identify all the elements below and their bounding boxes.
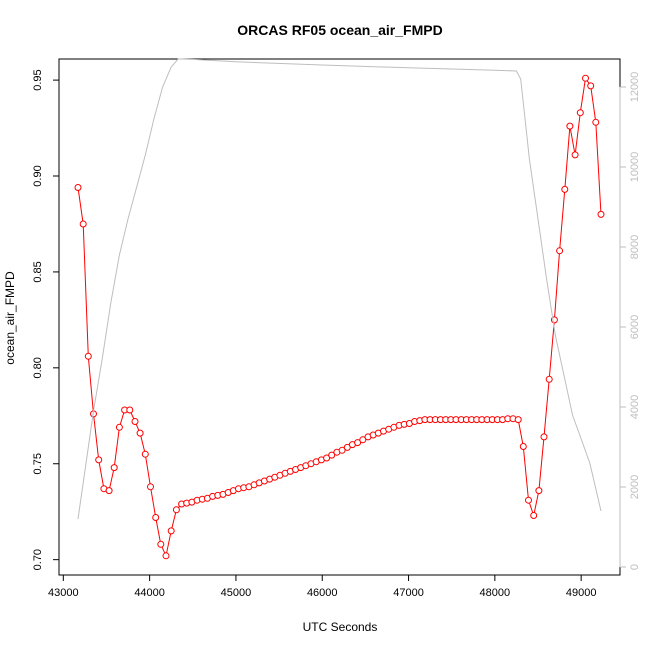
- data-point: [84, 352, 92, 360]
- data-point: [535, 487, 543, 495]
- y-axis-right: 0 2000 4000 6000 8000 10000 12000: [619, 72, 641, 570]
- y2-tick-label: 8000: [629, 235, 641, 259]
- data-point: [136, 429, 144, 437]
- y-axis-left: 0.70 0.75 0.80 0.85 0.90 0.95: [32, 69, 60, 570]
- data-point: [597, 210, 605, 218]
- data-point: [354, 439, 362, 447]
- data-point: [95, 456, 103, 464]
- y2-tick-label: 6000: [629, 315, 641, 339]
- plot-frame: [58, 58, 621, 576]
- data-point: [79, 220, 87, 228]
- data-point: [328, 451, 336, 459]
- y-tick-label: 0.75: [32, 453, 44, 474]
- x-tick-label: 48000: [480, 587, 511, 599]
- data-point: [514, 416, 522, 424]
- y-tick-label: 0.70: [32, 549, 44, 570]
- data-point: [566, 122, 574, 130]
- data-point: [582, 74, 589, 82]
- x-tick-label: 44000: [134, 587, 165, 599]
- data-point: [576, 109, 584, 117]
- data-point: [157, 540, 165, 548]
- data-point: [323, 454, 331, 462]
- data-point: [110, 464, 118, 472]
- data-point: [561, 185, 569, 193]
- y2-tick-label: 4000: [629, 395, 641, 419]
- data-point: [115, 423, 123, 431]
- y2-tick-label: 2000: [629, 475, 641, 499]
- y2-tick-label: 12000: [629, 72, 641, 103]
- data-point: [338, 446, 346, 454]
- series-line-0: [77, 76, 602, 558]
- x-axis: 43000 44000 45000 46000 47000 48000 49000: [48, 574, 597, 599]
- data-point: [126, 406, 134, 414]
- x-axis-label: UTC Seconds: [303, 620, 378, 634]
- data-point: [152, 514, 160, 521]
- data-point: [530, 512, 538, 519]
- data-point: [525, 496, 532, 504]
- data-point: [167, 527, 175, 535]
- y-tick-label: 0.85: [32, 261, 44, 282]
- series-layer: [74, 58, 605, 560]
- y-tick-label: 0.95: [32, 69, 44, 90]
- data-point: [540, 433, 548, 441]
- y-tick-label: 0.90: [32, 165, 44, 186]
- data-point: [545, 375, 553, 383]
- data-point: [74, 184, 82, 191]
- data-point: [556, 247, 564, 255]
- data-point: [592, 118, 600, 126]
- y-tick-label: 0.80: [32, 357, 44, 378]
- chart-title: ORCAS RF05 ocean_air_FMPD: [237, 22, 442, 38]
- data-point: [141, 450, 149, 458]
- data-point: [147, 483, 154, 491]
- y-axis-label: ocean_air_FMPD: [3, 271, 17, 365]
- data-point: [131, 418, 139, 425]
- data-point: [172, 506, 180, 514]
- data-point: [519, 443, 527, 450]
- series-line-1: [77, 58, 602, 520]
- y2-tick-label: 0: [629, 564, 641, 570]
- x-tick-label: 49000: [566, 587, 597, 599]
- x-tick-label: 43000: [48, 587, 79, 599]
- data-point: [359, 436, 367, 444]
- y2-tick-label: 10000: [629, 152, 641, 183]
- data-point: [587, 82, 595, 90]
- x-tick-label: 47000: [393, 587, 424, 599]
- x-tick-label: 45000: [221, 587, 252, 599]
- data-point: [571, 151, 579, 159]
- data-point: [105, 487, 113, 495]
- data-point: [162, 552, 170, 560]
- x-tick-label: 46000: [307, 587, 338, 599]
